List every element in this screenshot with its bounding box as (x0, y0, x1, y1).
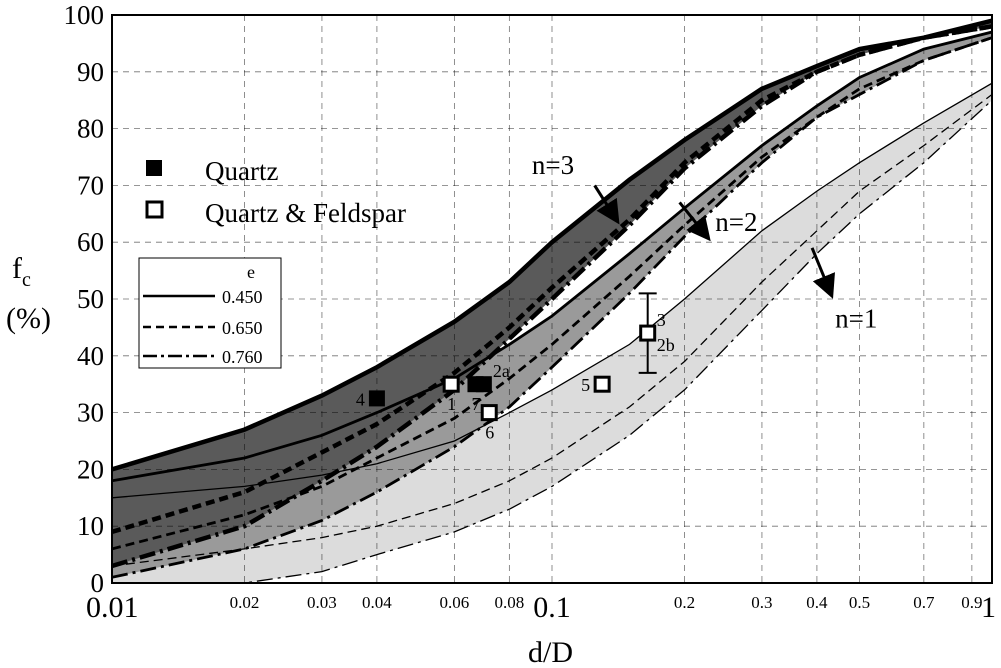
x-tick-0.9: 0.9 (961, 593, 982, 612)
x-tick-0.4: 0.4 (806, 593, 828, 612)
curve-n=1-e0.650 (112, 93, 992, 567)
curve-n=2-e0.760 (112, 36, 992, 579)
label-n=1: n=1 (835, 303, 877, 333)
curve-n=3-e0.760 (112, 24, 992, 569)
point-marker-3 (639, 324, 657, 342)
legend-quartz-feldspar: Quartz & Feldspar (205, 198, 406, 228)
curve-n=3-e0.650 (112, 24, 992, 535)
x-tick-1: 1 (981, 591, 996, 624)
x-tick-0.1: 0.1 (533, 591, 571, 624)
y-tick-70: 70 (77, 170, 104, 200)
curve-n=2-e0.650 (112, 36, 992, 551)
legend-e-0650: 0.650 (222, 318, 263, 338)
x-tick-0.08: 0.08 (494, 593, 524, 612)
legend-quartz: Quartz (205, 156, 278, 186)
point-marker-4 (368, 390, 385, 407)
y-tick-0: 0 (91, 568, 105, 598)
x-tick-0.7: 0.7 (913, 593, 935, 612)
curve-n=3-e0.450 (112, 18, 992, 472)
data-points: 4 1 7 2a 6 5 3 2b (356, 310, 675, 443)
legend-e-box (138, 257, 282, 369)
grid (112, 15, 992, 583)
legend-e-title: e (247, 262, 255, 282)
point-marker-5 (593, 375, 611, 393)
point-label-3: 3 (657, 310, 666, 330)
y-tick-40: 40 (77, 341, 104, 371)
y-tick-60: 60 (77, 227, 104, 257)
y-tick-labels: 0 10 20 30 40 50 60 70 80 90 100 (64, 0, 105, 598)
point-label-7: 7 (471, 394, 480, 414)
curve-n=1-e0.450 (112, 82, 992, 499)
y-tick-50: 50 (77, 284, 104, 314)
point-marker-6 (480, 404, 498, 422)
y-tick-100: 100 (64, 0, 105, 30)
y-tick-20: 20 (77, 454, 104, 484)
x-tick-labels: 0.01 0.1 1 0.02 0.03 0.04 0.06 0.08 0.2 0.3 0.4 0.5… (86, 591, 996, 624)
n-annotations: n=3 n=2 n=1 (532, 150, 877, 333)
y-axis-label: fc (12, 252, 31, 291)
arrow-n=2 (678, 201, 711, 242)
x-tick-0.02: 0.02 (230, 593, 260, 612)
point-label-4: 4 (356, 389, 365, 409)
label-n=2: n=2 (715, 207, 757, 237)
legend-e: e 0.450 0.650 0.760 (138, 257, 282, 369)
curves (112, 18, 992, 583)
x-tick-0.04: 0.04 (362, 593, 392, 612)
point-label-1: 1 (447, 394, 456, 414)
x-tick-0.03: 0.03 (307, 593, 337, 612)
legend-e-0760: 0.760 (222, 347, 263, 367)
legend-markers: Quartz Quartz & Feldspar (145, 156, 406, 228)
plot-frame (111, 14, 993, 584)
label-n=3: n=3 (532, 150, 574, 180)
x-tick-0.06: 0.06 (440, 593, 470, 612)
x-tick-0.3: 0.3 (751, 593, 772, 612)
point-label-6: 6 (485, 423, 494, 443)
y-axis-unit: (%) (6, 302, 51, 335)
legend-filled-square (146, 160, 162, 176)
x-tick-0.01: 0.01 (86, 591, 139, 624)
point-marker-2a (475, 376, 492, 393)
legend-e-0450: 0.450 (222, 287, 263, 307)
arrow-n=1 (810, 247, 835, 299)
y-tick-10: 10 (77, 511, 104, 541)
point-label-2a: 2a (493, 361, 510, 381)
curve-n=2-e0.450 (112, 30, 992, 483)
x-axis-label: d/D (528, 636, 573, 668)
arrow-n=3 (593, 184, 620, 225)
point-label-5: 5 (581, 375, 590, 395)
curve-n=1-e0.760 (112, 99, 992, 583)
y-tick-80: 80 (77, 114, 104, 144)
x-tick-0.2: 0.2 (674, 593, 695, 612)
y-tick-30: 30 (77, 398, 104, 428)
point-label-2b: 2b (657, 335, 675, 355)
point-marker-1 (442, 375, 460, 393)
y-tick-90: 90 (77, 57, 104, 87)
legend-open-square (145, 200, 164, 219)
x-tick-0.5: 0.5 (849, 593, 870, 612)
